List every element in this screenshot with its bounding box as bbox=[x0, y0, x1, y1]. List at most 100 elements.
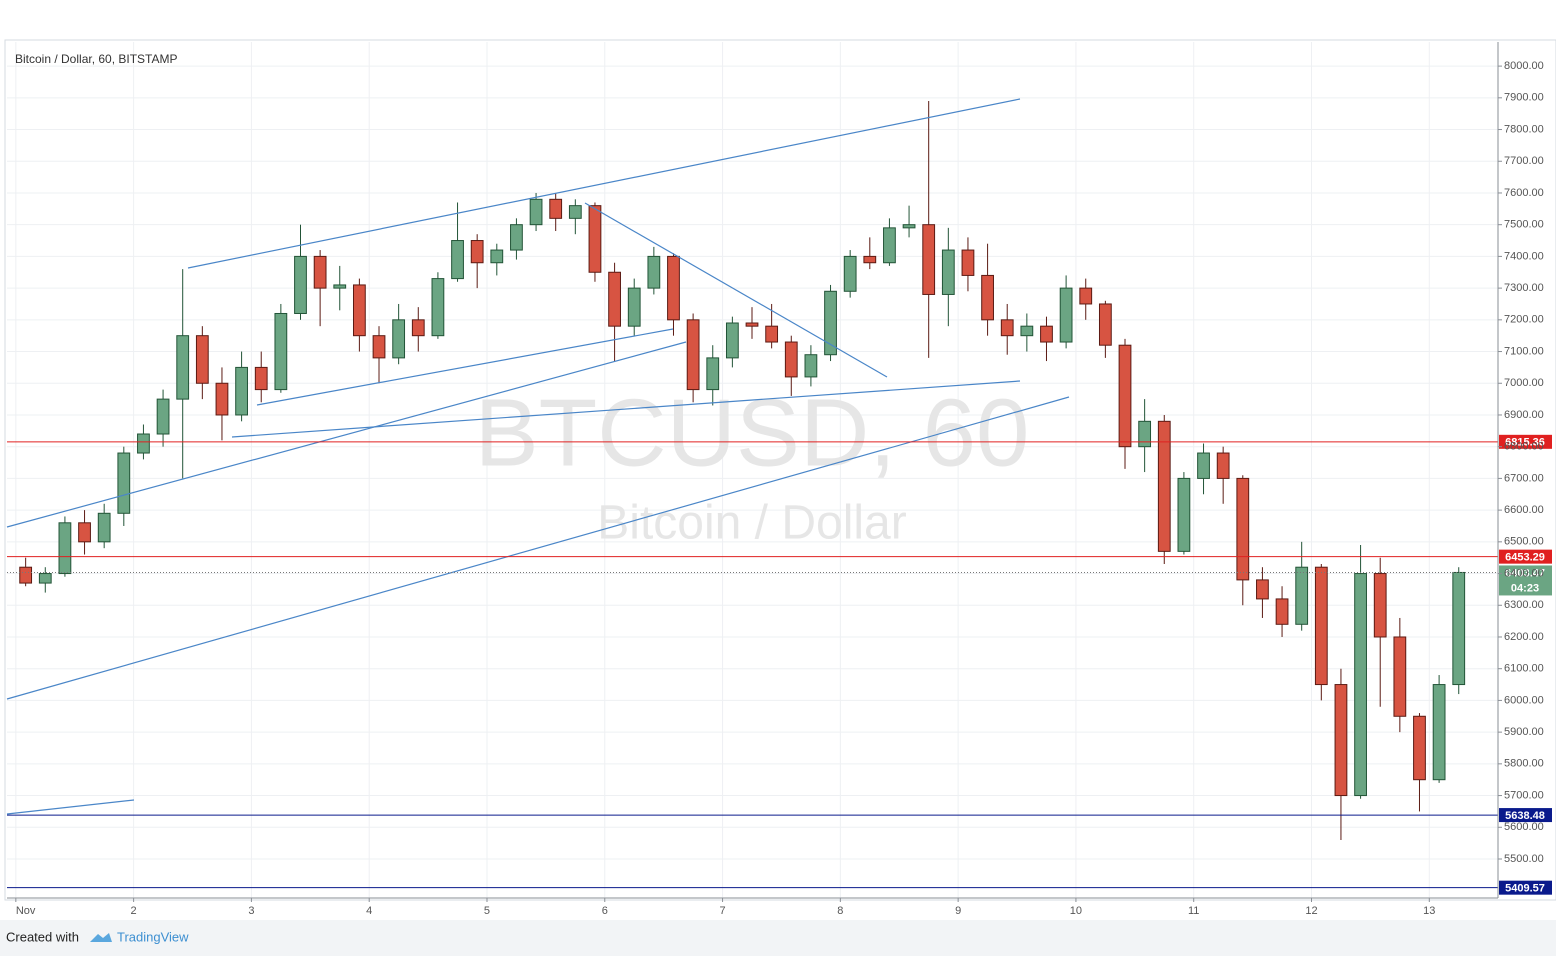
candle-body bbox=[824, 290, 837, 356]
tradingview-logo bbox=[90, 933, 112, 942]
candle-body bbox=[1040, 325, 1053, 343]
candle-body bbox=[274, 312, 288, 391]
candle-body bbox=[961, 249, 975, 276]
last-price-tag bbox=[1499, 565, 1552, 596]
candle-body bbox=[1098, 303, 1112, 346]
price-level-label: 6815.36 bbox=[1505, 437, 1545, 449]
watermark-symbol: BTCUSD, 60 bbox=[475, 379, 1030, 486]
candle-body bbox=[1295, 566, 1309, 625]
x-tick-label: 8 bbox=[837, 905, 843, 917]
candle-body bbox=[608, 271, 621, 327]
trendline bbox=[6, 341, 687, 528]
candle-body bbox=[1000, 319, 1014, 337]
x-tick-label: 3 bbox=[248, 905, 254, 917]
candle-body bbox=[470, 240, 484, 264]
candle-body bbox=[1314, 566, 1328, 686]
candle-body bbox=[352, 284, 366, 337]
y-tick-label: 6900.00 bbox=[1504, 409, 1544, 421]
candle-body bbox=[725, 322, 739, 359]
watermark-name: Bitcoin / Dollar bbox=[597, 497, 906, 550]
candle-body bbox=[58, 522, 72, 575]
candle-body bbox=[784, 341, 798, 378]
candle-body bbox=[411, 319, 425, 337]
candle-body bbox=[981, 274, 994, 321]
candle-body bbox=[863, 255, 877, 264]
y-tick-label: 7400.00 bbox=[1504, 250, 1544, 262]
candle-body bbox=[1373, 573, 1387, 638]
candle-body bbox=[549, 198, 563, 219]
x-tick-label: 12 bbox=[1305, 905, 1317, 917]
y-tick-label: 5900.00 bbox=[1504, 726, 1544, 738]
candle-body bbox=[38, 573, 52, 584]
last-price-label: 6403.47 bbox=[1505, 567, 1545, 579]
candle-body bbox=[922, 224, 936, 295]
candle-body bbox=[667, 255, 680, 321]
candle-body bbox=[333, 284, 347, 289]
y-tick-label: 5800.00 bbox=[1504, 758, 1544, 770]
levels: 6815.36 6453.29 5638.48 5409.57 6403.47 04:23 bbox=[7, 434, 1552, 895]
footer-created: Created with bbox=[6, 929, 79, 944]
candle-body bbox=[176, 335, 190, 400]
x-tick-label: 2 bbox=[131, 905, 137, 917]
candle-body bbox=[137, 433, 150, 454]
candle-body bbox=[1157, 420, 1171, 552]
x-tick-label: 5 bbox=[484, 905, 490, 917]
candle-body bbox=[1177, 477, 1191, 552]
y-tick-label: 5500.00 bbox=[1504, 853, 1544, 865]
axes: 5500.00 5600.00 5700.00 5800.00 5900.00 6000.… bbox=[15, 60, 1544, 917]
y-tick-label: 6100.00 bbox=[1504, 663, 1544, 675]
y-tick-label: 7300.00 bbox=[1504, 282, 1544, 294]
candle-body bbox=[313, 255, 327, 289]
y-tick-label: 7700.00 bbox=[1504, 155, 1544, 167]
trendline bbox=[584, 202, 888, 378]
countdown-label: 04:23 bbox=[1511, 582, 1539, 594]
footer-bar bbox=[0, 920, 1556, 956]
trendlines bbox=[6, 98, 1070, 815]
candle-body bbox=[1256, 579, 1269, 600]
x-tick-label: 4 bbox=[366, 905, 372, 917]
candle-body bbox=[686, 319, 700, 391]
footer-brand[interactable]: TradingView bbox=[117, 929, 189, 944]
price-level-tag bbox=[1499, 434, 1552, 449]
trendline bbox=[6, 799, 135, 815]
y-tick-label: 6800.00 bbox=[1504, 441, 1544, 453]
candle-body bbox=[372, 335, 386, 359]
y-tick-label: 6300.00 bbox=[1504, 599, 1544, 611]
candle-body bbox=[1118, 344, 1132, 448]
trendline bbox=[256, 328, 674, 406]
price-level-tag bbox=[1499, 880, 1552, 895]
y-tick-label: 7600.00 bbox=[1504, 187, 1544, 199]
trendline bbox=[231, 380, 1021, 438]
candle-body bbox=[1020, 325, 1034, 337]
candle-body bbox=[156, 398, 170, 435]
frame bbox=[4, 39, 1556, 901]
trendline bbox=[187, 98, 1021, 269]
y-tick-label: 8000.00 bbox=[1504, 60, 1544, 72]
candle-body bbox=[117, 452, 131, 514]
candle-body bbox=[431, 278, 445, 337]
candle-body bbox=[1354, 573, 1367, 797]
x-tick-label: Nov bbox=[16, 905, 36, 917]
candle-body bbox=[902, 224, 916, 229]
candle-body bbox=[529, 198, 543, 226]
candle-body bbox=[1138, 420, 1152, 448]
candle-body bbox=[1452, 571, 1466, 686]
y-tick-label: 5700.00 bbox=[1504, 789, 1544, 801]
price-level-tag bbox=[1499, 808, 1552, 823]
candle-body bbox=[97, 512, 111, 543]
candle-body bbox=[1413, 715, 1426, 781]
y-tick-label: 7200.00 bbox=[1504, 314, 1544, 326]
candle-body bbox=[78, 522, 91, 543]
grid bbox=[7, 42, 1498, 898]
x-tick-label: 11 bbox=[1188, 905, 1199, 917]
x-tick-label: 9 bbox=[955, 905, 961, 917]
y-tick-label: 6700.00 bbox=[1504, 472, 1544, 484]
y-tick-label: 6200.00 bbox=[1504, 631, 1544, 643]
trendline bbox=[6, 396, 1070, 700]
candle-body bbox=[1275, 598, 1289, 625]
y-tick-label: 7500.00 bbox=[1504, 219, 1544, 231]
y-tick-label: 7100.00 bbox=[1504, 345, 1544, 357]
y-tick-label: 6000.00 bbox=[1504, 694, 1544, 706]
